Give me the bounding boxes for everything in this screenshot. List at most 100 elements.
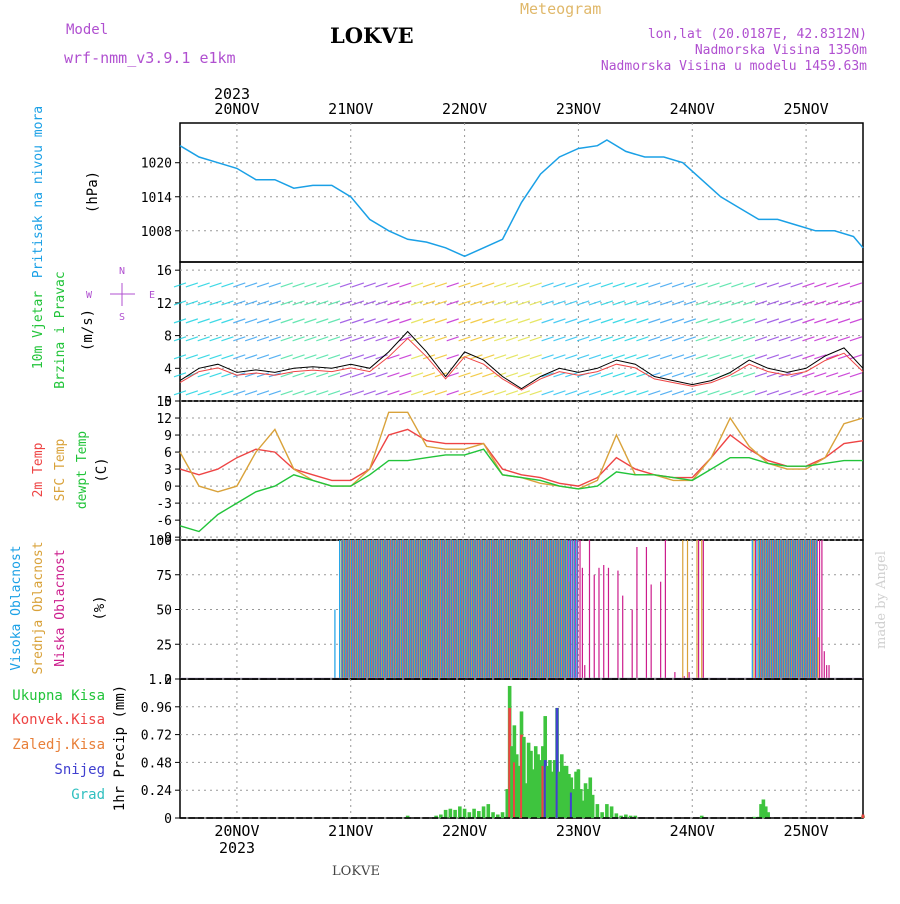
wind-barb xyxy=(837,372,851,378)
wind-barb xyxy=(268,390,282,396)
precip-total-bar xyxy=(517,765,521,818)
model-label: Model xyxy=(66,22,108,38)
wind-barb xyxy=(588,390,602,396)
wind-barb xyxy=(185,300,199,306)
wind-barb xyxy=(802,372,815,378)
wind-barb xyxy=(814,354,827,360)
wind-barb xyxy=(731,282,744,288)
wind-barb xyxy=(517,390,531,396)
wind-barb xyxy=(802,300,815,306)
wind-barb xyxy=(719,390,732,396)
wind-barb xyxy=(529,318,542,324)
wind-barb xyxy=(185,336,199,342)
precip-total-bar xyxy=(522,736,526,818)
wind-barb xyxy=(707,282,720,288)
wind-barb xyxy=(766,318,780,324)
wind-barb xyxy=(636,390,649,396)
precip-total-bar xyxy=(605,804,609,818)
wind-barb xyxy=(280,390,293,396)
wind-panel: 0 4 8 12 16 xyxy=(156,261,864,410)
wind-barb xyxy=(624,336,637,342)
wind-barb xyxy=(719,354,732,360)
wind-barb xyxy=(292,300,305,306)
precip-total-bar xyxy=(576,769,581,818)
wind-barb xyxy=(612,336,625,342)
wind-barb xyxy=(707,336,720,342)
watermark: made by Angel xyxy=(874,551,889,649)
wind-barb xyxy=(256,372,270,378)
precip-total-bar xyxy=(405,815,410,818)
wind-barb xyxy=(849,318,863,324)
wind-barb xyxy=(221,318,234,324)
wind-barb xyxy=(576,300,590,306)
wind-barb xyxy=(387,354,400,360)
wind-barb xyxy=(814,300,827,306)
wind-barb xyxy=(351,354,365,360)
wind-barb xyxy=(316,390,329,396)
footer-station: LOKVE xyxy=(332,864,380,879)
wind-barb xyxy=(280,354,293,360)
wind-barb xyxy=(387,390,400,396)
temp-ytick-label: 3 xyxy=(164,463,172,478)
wind-barb xyxy=(802,390,815,396)
wind-barb xyxy=(399,354,412,360)
wind-barb xyxy=(802,318,815,324)
wind-barb xyxy=(766,390,780,396)
wind-barb xyxy=(648,336,661,342)
wind-barb xyxy=(612,318,625,324)
wind-barb xyxy=(221,354,234,360)
wind-unit: (m/s) xyxy=(80,309,96,351)
wind-barb xyxy=(802,336,815,342)
wind-barb xyxy=(304,390,317,396)
wind-barb xyxy=(529,354,542,360)
wind-barb xyxy=(482,300,495,306)
pressure-panel: 1008 1014 1020 xyxy=(141,122,864,263)
wind-barb xyxy=(565,282,578,288)
wind-barb xyxy=(351,300,365,306)
top-day-label: 25NOV xyxy=(784,100,829,118)
wind-barb xyxy=(327,372,341,378)
wind-barb xyxy=(683,390,697,396)
wind-barb xyxy=(707,390,720,396)
wind-barb xyxy=(683,282,697,288)
wind-barb xyxy=(588,372,602,378)
wind-barb xyxy=(422,354,436,360)
wind-barb xyxy=(173,300,187,306)
wind-barb xyxy=(612,354,625,360)
precip-panel: 0 0.24 0.48 0.72 0.96 1.2 xyxy=(141,673,865,827)
wind-barb xyxy=(387,300,400,306)
wind-barb xyxy=(268,300,282,306)
wind-barb xyxy=(778,282,791,288)
wind-barb xyxy=(731,336,744,342)
wind-barb xyxy=(849,336,863,342)
wind-barb xyxy=(375,336,388,342)
precip-total-bar xyxy=(467,812,472,818)
wind-barb xyxy=(612,300,625,306)
wind-barb xyxy=(387,282,400,288)
precip-ytick-label: 1.2 xyxy=(149,673,172,688)
precip-snow-bar xyxy=(555,707,559,818)
precip-conv-bar xyxy=(508,707,512,818)
wind-barb xyxy=(731,300,744,306)
wind-barb xyxy=(185,318,199,324)
precip-total-bar xyxy=(619,815,623,818)
wind-barb xyxy=(849,300,863,306)
wind-barb xyxy=(387,336,400,342)
wind-barb xyxy=(814,390,827,396)
wind-barb xyxy=(434,336,448,342)
wind-barb xyxy=(541,354,554,360)
wind-barb xyxy=(576,318,590,324)
wind-barb xyxy=(624,354,637,360)
wind-barb xyxy=(790,390,803,396)
wind-barb xyxy=(742,336,756,342)
cloud-ytick-label: 0 xyxy=(164,673,172,688)
wind-barb xyxy=(482,372,495,378)
wind-barb xyxy=(695,372,708,378)
wind-barb xyxy=(268,318,282,324)
wind-barb xyxy=(410,336,424,342)
wind-barb xyxy=(339,282,353,288)
wind-barb xyxy=(766,282,780,288)
wind-barb xyxy=(256,390,270,396)
wind-barb xyxy=(790,354,803,360)
wind-barb xyxy=(553,300,566,306)
